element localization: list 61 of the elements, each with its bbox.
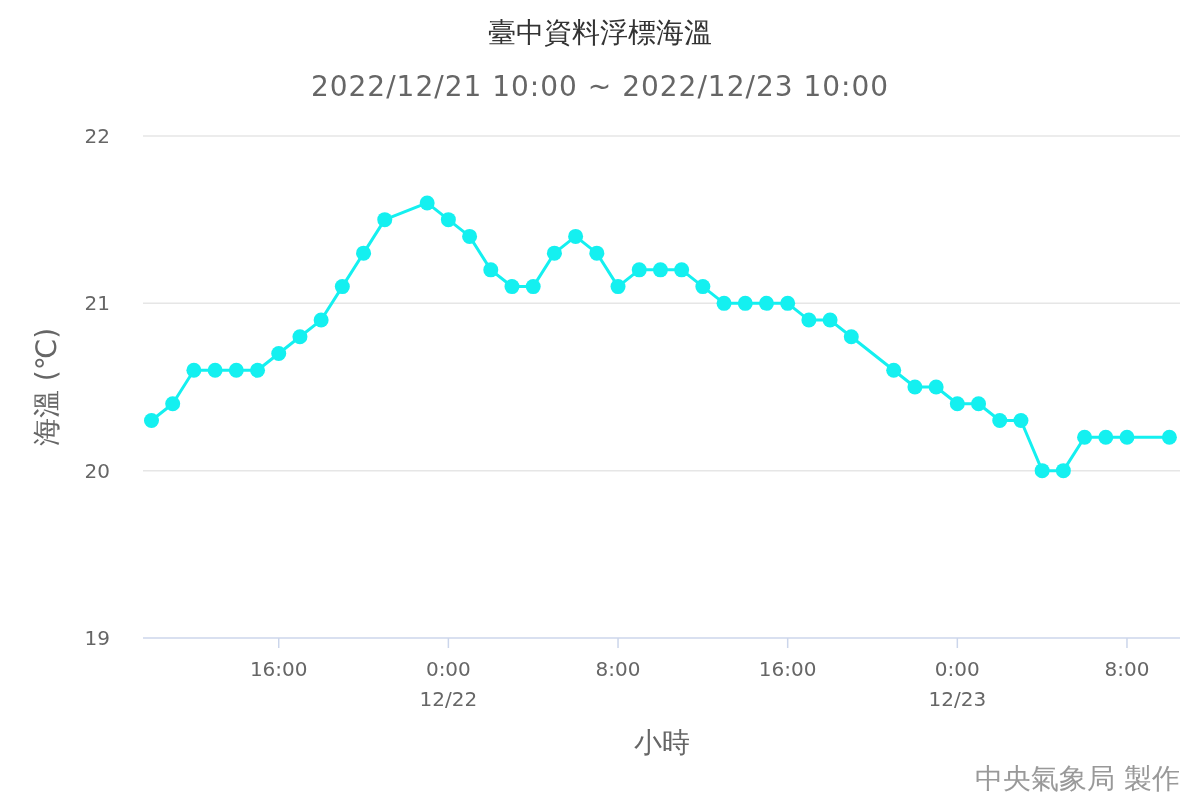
point [674,262,690,278]
point [695,279,711,295]
text: 中央氣象局 製作 [975,762,1180,795]
point [907,379,923,395]
point [1055,463,1071,479]
point [313,312,329,328]
point [886,362,902,378]
point [143,412,159,428]
point [822,312,838,328]
point [631,262,647,278]
point [568,228,584,244]
point [250,362,266,378]
point [334,279,350,295]
point [1034,463,1050,479]
point [610,279,626,295]
point [186,362,202,378]
point [207,362,223,378]
x-tick-label: 8:00 [1104,657,1150,681]
y-tick-label: 21 [84,291,110,316]
x-tick-label: 16:00 [249,657,308,681]
point [843,329,859,345]
point [589,245,605,261]
y-tick-label: 20 [84,458,110,483]
point [758,295,774,311]
chart-subtitle: 2022/12/21 10:00 ~ 2022/12/23 10:00 [310,70,890,103]
point [971,396,987,412]
point [780,295,796,311]
point [546,245,562,261]
point [1119,429,1135,445]
chart-title: 臺中資料浮標海溫 [488,16,712,49]
y-tick-label: 22 [84,124,110,148]
x-tick-label: 8:00 [595,657,641,681]
point [801,312,817,328]
x-tick-label: 0:00 12/22 [419,657,478,711]
x-axis-title: 小時 [633,726,690,759]
point [271,346,287,362]
point [1077,429,1093,445]
y-axis-title: 海溫 (℃) [30,327,63,447]
point [652,262,668,278]
x-tick-label: 0:00 12/23 [928,657,987,711]
point [737,295,753,311]
point [483,262,499,278]
point [165,396,181,412]
point [419,195,435,211]
point [928,379,944,395]
point [356,245,372,261]
x-tick-label: 16:00 [758,657,817,681]
point [1013,412,1029,428]
point [504,279,520,295]
point [228,362,244,378]
point [440,212,456,228]
y-tick-label: 19 [84,626,110,650]
point [1161,429,1177,445]
point [716,295,732,311]
point [292,329,308,345]
point [949,396,965,412]
point [992,412,1008,428]
point [1098,429,1114,445]
point [377,212,393,228]
point [462,228,478,244]
point [525,279,541,295]
